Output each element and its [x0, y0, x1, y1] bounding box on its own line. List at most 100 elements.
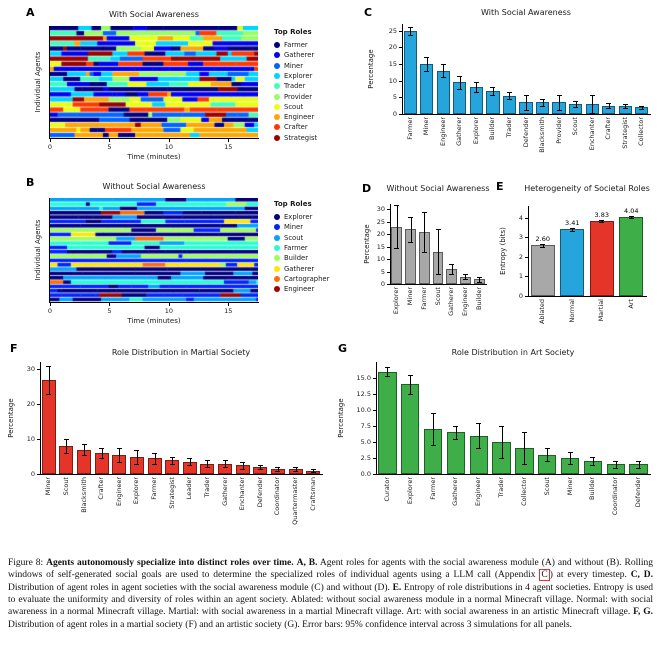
x-tick-label: Normal: [567, 299, 576, 323]
caption-text: Agent roles for agents with the social a…: [8, 558, 653, 581]
chart-title: Without Social Awareness: [102, 182, 206, 191]
error-bar-cap: [590, 465, 596, 467]
error-bar-cap: [490, 86, 496, 88]
x-axis-label: Time (minutes): [127, 317, 181, 325]
x-tick-label: Martial: [597, 299, 606, 322]
x-tick-label: Scout: [542, 477, 551, 496]
error-bar-cap: [499, 458, 505, 459]
error-bar: [242, 461, 244, 469]
x-tick-label: Defender: [521, 117, 530, 148]
error-bar-cap: [394, 205, 400, 207]
y-axis: [49, 198, 50, 303]
y-tick-mark: [387, 271, 390, 273]
x-tick-label: Quartermaster: [291, 477, 300, 525]
error-bar-cap: [636, 467, 642, 469]
bar-explorer: [401, 384, 420, 474]
error-bar-cap: [430, 413, 436, 415]
y-tick-label: 5: [392, 93, 397, 102]
x-axis: [402, 114, 651, 115]
legend-swatch-scout-icon: [274, 234, 280, 241]
x-tick-label: Explorer: [405, 477, 414, 505]
error-bar: [48, 365, 50, 394]
error-bar-cap: [116, 461, 122, 463]
error-bar-cap: [275, 467, 281, 468]
error-bar-cap: [589, 94, 595, 96]
x-tick-label: Ablated: [538, 299, 547, 325]
x-tick-label: Miner: [44, 477, 53, 496]
x-tick-label: Curator: [382, 477, 391, 502]
legend-label-gatherer: Gatherer: [284, 264, 315, 273]
error-bar-cap: [622, 103, 628, 105]
legend-swatch-builder-icon: [274, 255, 280, 262]
bar-engineer: [112, 454, 127, 474]
figure-caption: Figure 8: Agents autonomously specialize…: [8, 557, 653, 631]
error-bar-cap: [567, 464, 573, 466]
error-bar: [592, 94, 594, 114]
x-tick-label: Blacksmith: [538, 117, 547, 153]
error-bar: [225, 460, 227, 467]
legend-label-crafter: Crafter: [284, 123, 308, 132]
y-tick-mark: [387, 234, 390, 235]
panel-b-heatmap-without-social-awareness: B Without Social Awareness Individual Agen…: [6, 176, 358, 338]
bar-value-label: 2.60: [535, 234, 550, 243]
x-tick-label: Farmer: [428, 477, 437, 500]
x-tick-label: Trader: [202, 477, 211, 498]
bar-coordinator: [606, 464, 625, 474]
x-tick-label: 0: [47, 307, 53, 315]
bar-farmer: [403, 30, 417, 114]
error-bar-cap: [81, 454, 87, 456]
y-tick-label: 0: [380, 280, 385, 288]
error-bar: [476, 82, 478, 93]
x-tick-label: Farmer: [150, 477, 159, 500]
legend-label-gatherer: Gatherer: [284, 51, 315, 60]
chart-title: With Social Awareness: [109, 10, 199, 19]
error-bar: [601, 219, 603, 223]
bar-miner: [560, 458, 580, 474]
error-bar-cap: [63, 453, 69, 454]
x-axis: [390, 284, 487, 285]
y-axis: [40, 362, 41, 475]
x-tick-label: Scout: [433, 287, 442, 306]
legend-label-farmer: Farmer: [284, 243, 308, 252]
error-bar: [459, 75, 461, 89]
bar-curator: [378, 371, 397, 474]
error-bar-cap: [408, 241, 414, 243]
x-tick-label: Gatherer: [451, 477, 460, 506]
x-tick-label: Builder: [474, 287, 483, 310]
bar-value-label: 4.04: [624, 206, 639, 215]
figure-8: A With Social Awareness Individual Agents 0…: [2, 4, 651, 552]
error-bar: [625, 103, 627, 108]
bar-gatherer: [218, 463, 233, 474]
legend-label-scout: Scout: [284, 102, 304, 111]
error-bar-cap: [540, 99, 546, 100]
y-tick-mark: [525, 276, 528, 278]
legend-swatch-engineer-icon: [274, 114, 280, 121]
y-axis-label: Percentage: [337, 398, 345, 438]
x-tick-label: 15: [224, 143, 233, 151]
error-bar-cap: [473, 82, 479, 84]
legend-label-cartographer: Cartographer: [284, 274, 330, 283]
error-bar: [136, 449, 138, 464]
x-tick-label: Defender: [634, 477, 643, 508]
x-tick-label: Farmer: [419, 287, 428, 310]
x-tick-label: Miner: [422, 117, 431, 136]
error-bar: [443, 64, 445, 78]
bar-scout: [432, 251, 444, 284]
error-bar-cap: [599, 222, 605, 224]
legend-label-engineer: Engineer: [284, 113, 315, 122]
y-tick-label: 0.0: [360, 470, 371, 478]
caption-text: C, D.: [630, 570, 653, 581]
panel-f-bar-martial-society: F Role Distribution in Martial Society Per…: [2, 342, 330, 552]
x-tick-label: Scout: [571, 117, 580, 136]
error-bar-cap: [407, 374, 413, 376]
chart-title: With Social Awareness: [481, 8, 571, 17]
y-tick-label: 25: [388, 26, 397, 35]
error-bar-cap: [499, 426, 505, 427]
panel-a-heatmap-with-social-awareness: A With Social Awareness Individual Agents 0…: [6, 4, 358, 174]
legend-swatch-gatherer-icon: [274, 265, 280, 272]
y-tick-mark: [37, 404, 40, 405]
x-tick-label: Provider: [554, 117, 563, 144]
error-bar-cap: [408, 216, 414, 218]
appendix-c-link[interactable]: C: [539, 569, 550, 582]
error-bar: [575, 101, 577, 107]
